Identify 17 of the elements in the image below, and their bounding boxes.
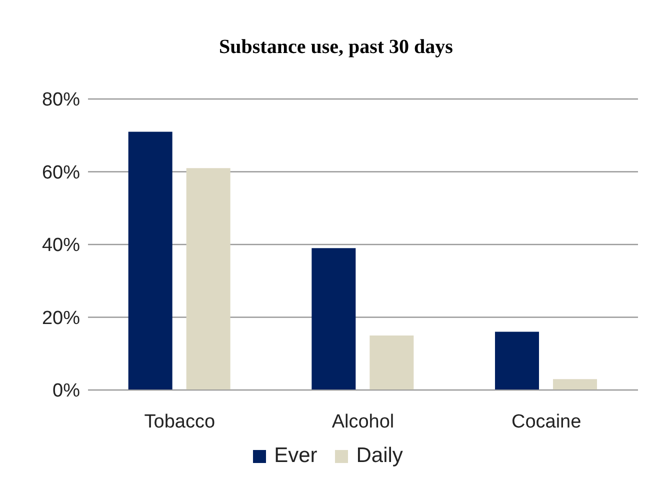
legend-label: Ever xyxy=(274,444,318,468)
y-tick-label: 0% xyxy=(52,380,80,402)
bar xyxy=(186,168,230,390)
legend-label: Daily xyxy=(356,444,403,468)
x-tick-label: Cocaine xyxy=(511,411,582,432)
bar xyxy=(495,332,539,390)
bar xyxy=(370,335,414,390)
chart-title: Substance use, past 30 days xyxy=(218,36,454,59)
x-tick-label: Alcohol xyxy=(332,411,394,432)
x-tick-label: Tobacco xyxy=(144,411,216,432)
y-tick-label: 60% xyxy=(42,162,80,184)
bar xyxy=(312,248,356,390)
y-tick-label: 20% xyxy=(42,308,80,329)
bar xyxy=(128,132,172,390)
bar xyxy=(553,379,597,390)
y-tick-label: 80% xyxy=(42,90,80,111)
y-tick-label: 40% xyxy=(42,235,80,256)
